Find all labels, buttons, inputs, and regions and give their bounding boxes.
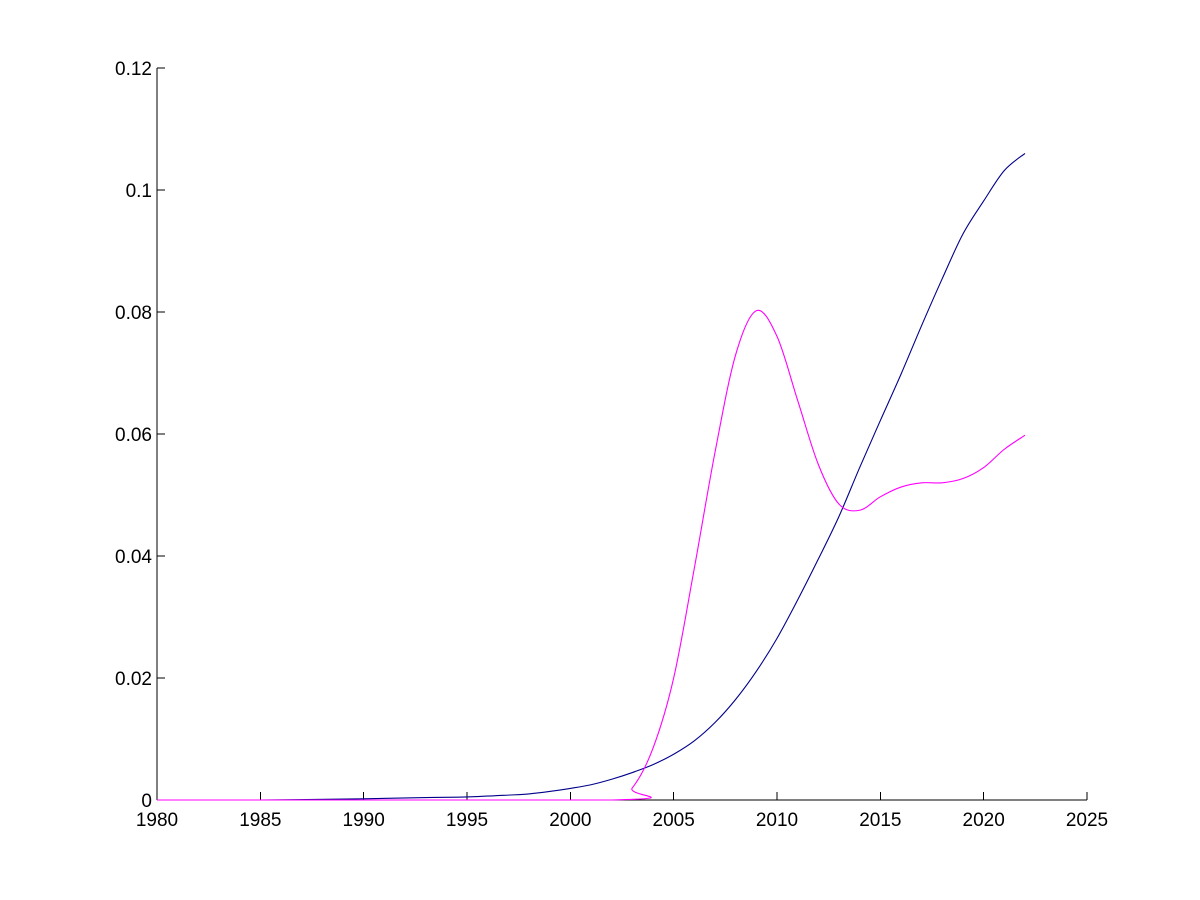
x-tick-label: 1995 bbox=[446, 810, 488, 831]
y-tick-label: 0.04 bbox=[115, 547, 152, 568]
y-tick-label: 0.12 bbox=[115, 59, 152, 80]
y-tick-label: 0.1 bbox=[126, 181, 152, 202]
y-axis-ticks: 0 0.02 0.04 0.06 0.08 0.1 0.12 bbox=[115, 59, 165, 812]
x-tick-label: 1985 bbox=[239, 810, 281, 831]
series-layer bbox=[157, 152, 1026, 801]
y-tick-label: 0.02 bbox=[115, 669, 152, 690]
x-tick-label: 2025 bbox=[1066, 810, 1108, 831]
x-tick-label: 2010 bbox=[756, 810, 798, 831]
x-tick-label: 1990 bbox=[343, 810, 385, 831]
x-tick-label: 2005 bbox=[653, 810, 695, 831]
x-tick-label: 2000 bbox=[549, 810, 591, 831]
x-axis-ticks: 1980 1985 1990 1995 2000 2005 2010 2015 2020 2025 bbox=[136, 792, 1108, 831]
y-tick-label: 0 bbox=[141, 791, 152, 812]
axes bbox=[156, 68, 1087, 801]
y-tick-label: 0.06 bbox=[115, 425, 152, 446]
x-tick-label: 1980 bbox=[136, 810, 178, 831]
series-line-magenta bbox=[157, 309, 1026, 801]
x-tick-label: 2015 bbox=[859, 810, 901, 831]
series-line-blue bbox=[157, 152, 1026, 801]
y-tick-label: 0.08 bbox=[115, 303, 152, 324]
x-tick-label: 2020 bbox=[963, 810, 1005, 831]
